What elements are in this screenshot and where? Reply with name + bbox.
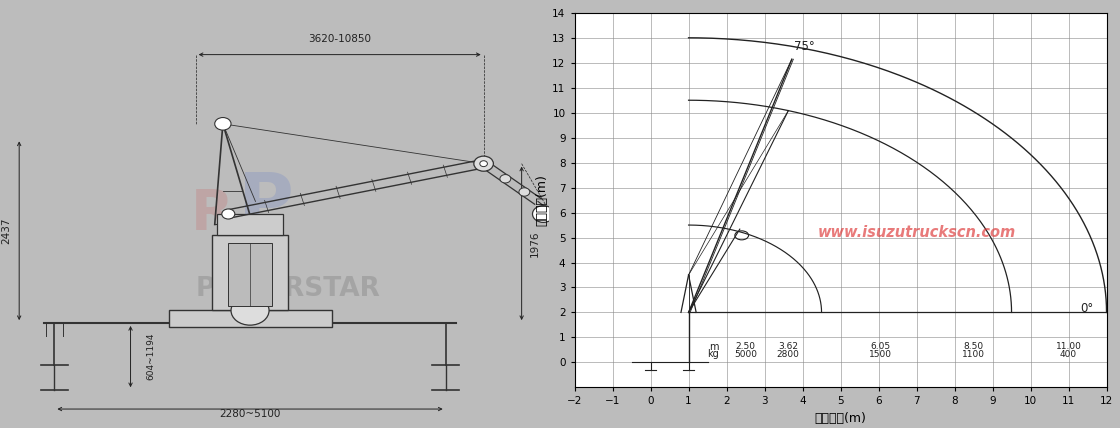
Circle shape	[215, 118, 231, 130]
Text: 1500: 1500	[869, 350, 892, 359]
Circle shape	[222, 209, 235, 219]
Text: R: R	[190, 187, 233, 241]
Y-axis label: 起升高度(m): 起升高度(m)	[535, 174, 548, 226]
Text: m: m	[709, 342, 719, 352]
Text: 2437: 2437	[2, 217, 11, 244]
Circle shape	[500, 175, 511, 183]
Text: 0°: 0°	[1080, 302, 1093, 315]
Text: POWERSTAR: POWERSTAR	[196, 276, 381, 303]
Circle shape	[474, 156, 494, 171]
Text: P: P	[239, 169, 295, 243]
Text: 400: 400	[1060, 350, 1077, 359]
Circle shape	[231, 296, 269, 325]
Text: www.isuzutruckscn.com: www.isuzutruckscn.com	[818, 225, 1016, 240]
Circle shape	[532, 205, 554, 223]
Bar	[228, 244, 272, 306]
Text: 2280~5100: 2280~5100	[220, 409, 281, 419]
Text: 2.50: 2.50	[736, 342, 756, 351]
Text: 3.62: 3.62	[778, 342, 799, 351]
Text: kg: kg	[707, 349, 719, 359]
Text: 2800: 2800	[776, 350, 800, 359]
Bar	[217, 214, 282, 235]
Text: 3620-10850: 3620-10850	[308, 34, 371, 44]
X-axis label: 工作幅度(m): 工作幅度(m)	[814, 412, 867, 425]
Text: 11.00: 11.00	[1056, 342, 1082, 351]
Text: 6.05: 6.05	[870, 342, 890, 351]
Text: 75°: 75°	[794, 40, 814, 53]
Circle shape	[519, 188, 530, 196]
Text: 1976: 1976	[530, 230, 540, 257]
Bar	[168, 310, 332, 327]
Text: 8.50: 8.50	[963, 342, 983, 351]
Text: 1100: 1100	[962, 350, 986, 359]
Text: 604~1194: 604~1194	[147, 333, 156, 380]
Circle shape	[479, 161, 487, 166]
Text: 5000: 5000	[734, 350, 757, 359]
Bar	[212, 235, 288, 310]
